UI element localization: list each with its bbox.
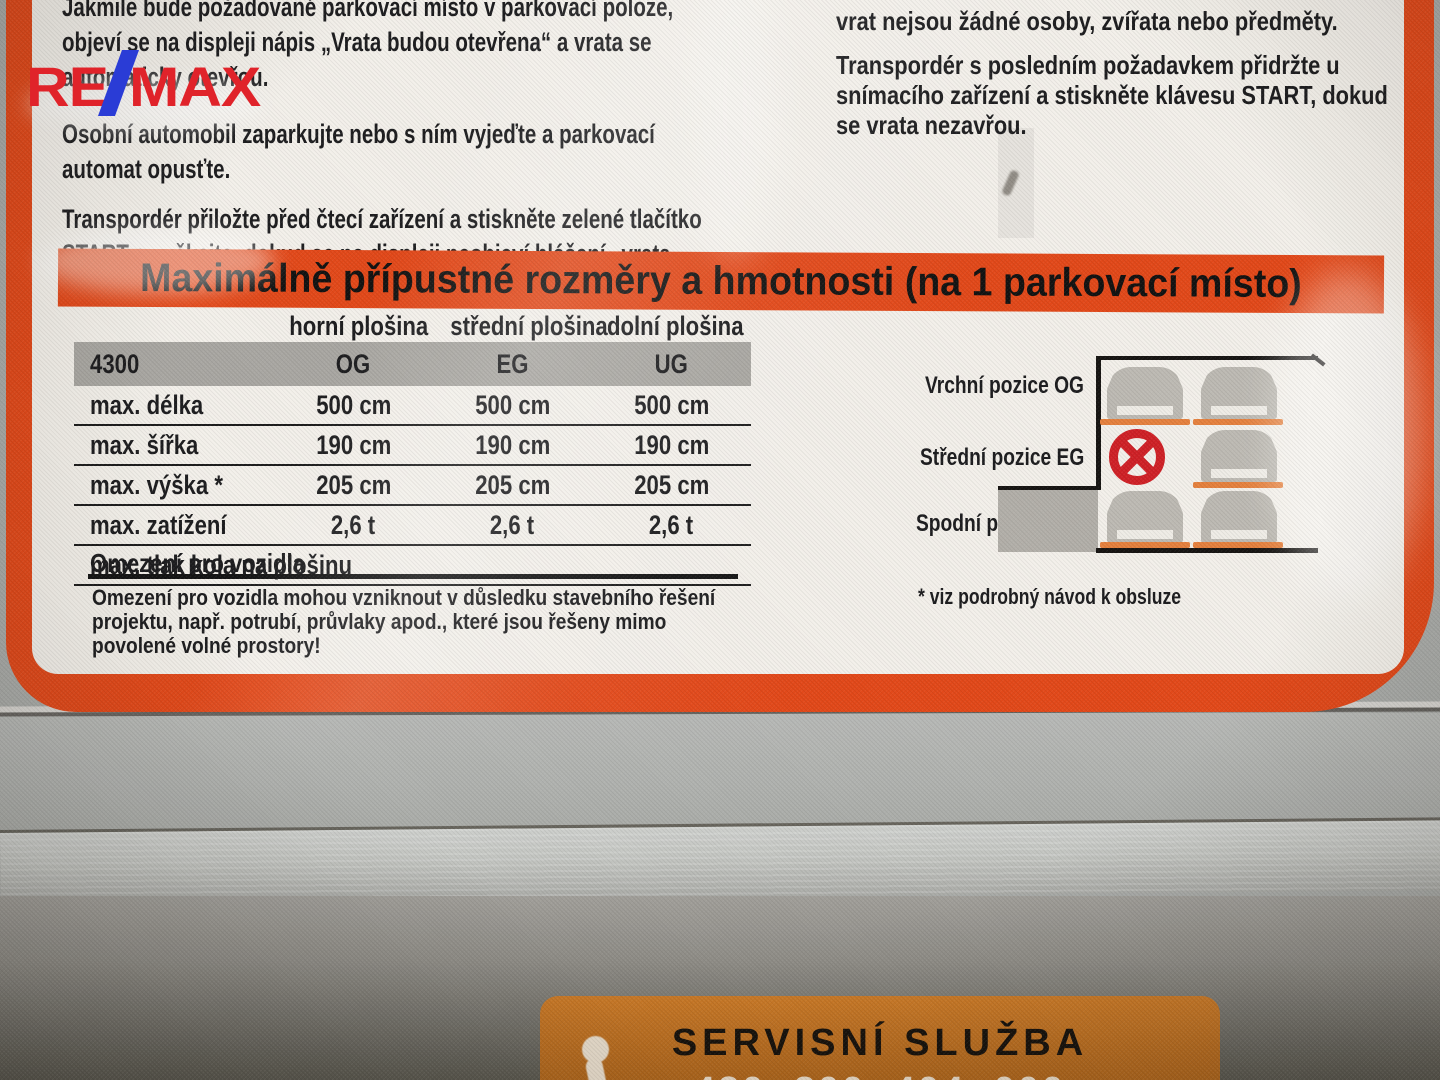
limits-section-header: Maximálně přípustné rozměry a hmotnosti … xyxy=(57,248,1385,314)
service-phone-number: 420 800 404 000 xyxy=(540,1070,1220,1080)
diagram-top-line-tail xyxy=(1310,353,1326,367)
platform-bar xyxy=(1193,542,1283,548)
label-position-og: Vrchní pozice OG xyxy=(925,372,1084,399)
platform-bar xyxy=(1100,419,1190,425)
col-header: střední plošina xyxy=(450,310,608,341)
diagram-top-line xyxy=(1096,356,1318,360)
table-row: max. délka 500 cm 500 cm 500 cm xyxy=(74,386,751,426)
car-icon xyxy=(1107,367,1183,419)
table-model-row: 4300 OG EG UG xyxy=(74,342,751,386)
remax-max: MAX xyxy=(128,55,261,118)
model-number: 4300 xyxy=(90,348,140,379)
paragraph-no-persons: vrat nejsou žádné osoby, zvířata nebo př… xyxy=(836,6,1338,36)
phone-icon xyxy=(576,1036,636,1080)
platform-bar xyxy=(1193,482,1283,488)
service-sticker: SERVISNÍ SLUŽBA 420 800 404 000 xyxy=(540,996,1220,1080)
paragraph-park-car: Osobní automobil zaparkujte nebo s ním v… xyxy=(62,119,655,184)
platform-bar xyxy=(1193,419,1283,425)
label-position-eg: Střední pozice EG xyxy=(920,444,1085,471)
pit-block xyxy=(998,486,1098,552)
dimensions-table: horní plošina střední plošina dolní ploš… xyxy=(74,310,751,586)
table-row: max. výška * 205 cm 205 cm 205 cm xyxy=(74,466,751,506)
table-row: max. zatížení 2,6 t 2,6 t 2,6 t xyxy=(74,506,751,546)
remax-re: RE xyxy=(26,55,109,118)
paragraph-last-request: Transpordér s posledním požadavkem přidr… xyxy=(836,50,1388,140)
col-header: dolní plošina xyxy=(606,310,744,341)
table-row: max. šířka 190 cm 190 cm 190 cm xyxy=(74,426,751,466)
parking-position-diagram: Vrchní pozice OG Střední pozice EG Spodn… xyxy=(900,350,1420,630)
remax-logo: RE MAX xyxy=(26,50,261,118)
diagram-bottom-line xyxy=(1096,548,1318,553)
restrictions-underline xyxy=(88,574,738,579)
col-header: horní plošina xyxy=(289,310,429,341)
machine-bevel-edge xyxy=(0,820,1440,903)
footnote-manual: * viz podrobný návod k obsluze xyxy=(918,584,1182,609)
service-title: SERVISNÍ SLUŽBA xyxy=(671,1022,1089,1064)
diagram-left-line xyxy=(1096,356,1101,490)
car-icon xyxy=(1201,367,1277,419)
table-header-row: horní plošina střední plošina dolní ploš… xyxy=(74,310,751,342)
sticker-content: Jakmile bude požadované parkovací místo … xyxy=(57,0,1420,658)
faint-shadow-stripe xyxy=(998,128,1034,238)
platform-bar xyxy=(1100,542,1190,548)
car-icon xyxy=(1201,491,1277,543)
car-icon xyxy=(1107,491,1183,543)
machine-panel-middle xyxy=(0,713,1440,838)
restrictions-paragraph: Omezení pro vozidla mohou vzniknout v dů… xyxy=(92,585,716,658)
restrictions-heading: Omezení pro vozidla xyxy=(90,548,305,578)
car-icon xyxy=(1201,430,1277,482)
no-entry-icon xyxy=(1109,429,1165,485)
